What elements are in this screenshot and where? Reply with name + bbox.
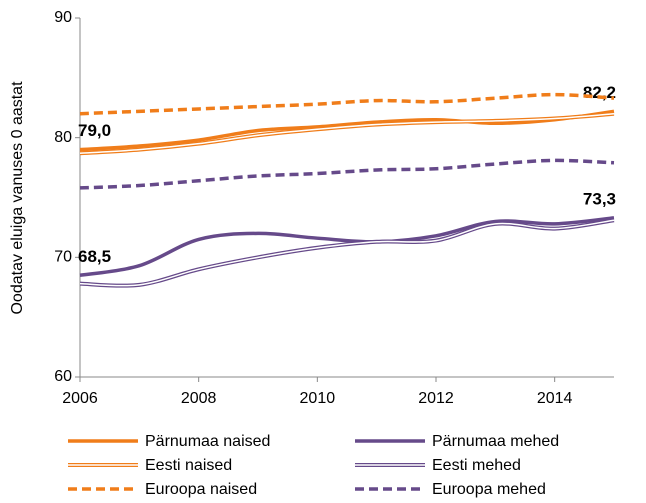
series-line (79, 92, 615, 116)
data-label: 79,0 (78, 121, 111, 140)
y-tick-label: 70 (54, 249, 72, 266)
data-label: 82,2 (583, 83, 616, 102)
y-tick-label: 80 (54, 129, 72, 146)
series-line (79, 216, 615, 278)
x-tick-label: 2006 (62, 390, 98, 407)
y-tick-label: 60 (54, 368, 72, 385)
legend-label: Eesti mehed (432, 457, 521, 474)
series-line (79, 218, 615, 288)
series-line (79, 158, 615, 190)
legend-label: Euroopa mehed (432, 481, 546, 498)
series-line-inner (79, 112, 615, 154)
legend-label: Pärnumaa mehed (432, 433, 559, 450)
x-tick-label: 2010 (300, 390, 336, 407)
x-tick-label: 2008 (181, 390, 217, 407)
legend-label: Pärnumaa naised (145, 433, 270, 450)
legend-label: Eesti naised (145, 457, 232, 474)
x-tick-label: 2014 (537, 390, 573, 407)
series-line-inner (79, 219, 615, 287)
x-tick-label: 2012 (418, 390, 454, 407)
series-line (79, 109, 615, 152)
legend-label: Euroopa naised (145, 481, 257, 498)
data-label: 68,5 (78, 247, 111, 266)
y-tick-label: 90 (54, 9, 72, 26)
y-axis-label: Oodatav eluiga vanuses 0 aastat (9, 81, 26, 315)
data-label: 73,3 (583, 189, 616, 208)
